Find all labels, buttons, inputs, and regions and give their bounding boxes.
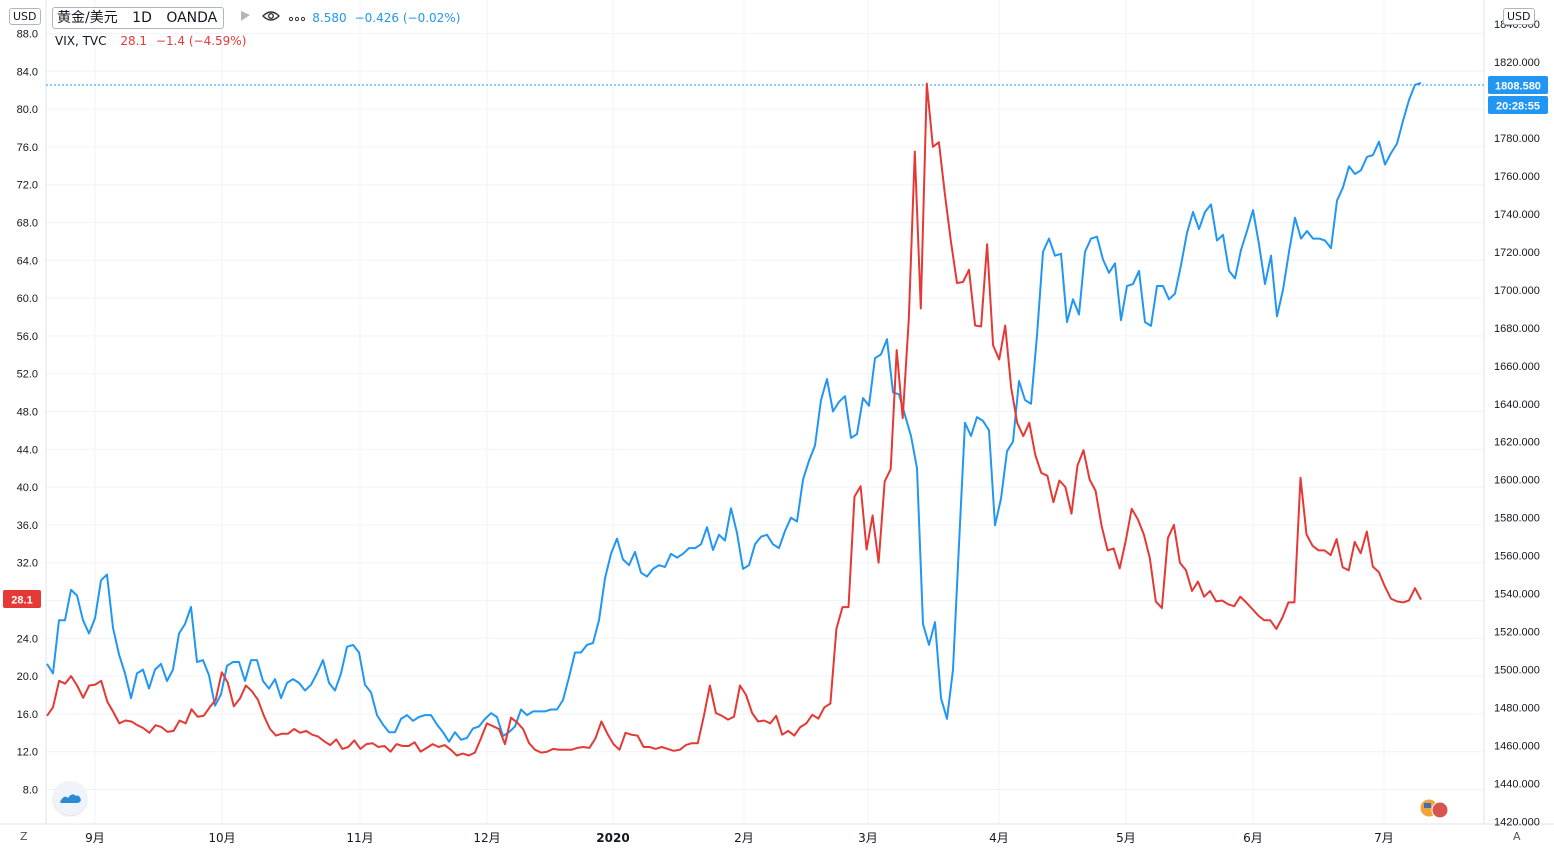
- right-time-tag-text: 20:28:55: [1496, 101, 1540, 113]
- main-change: −0.426 (−0.02%): [354, 11, 461, 25]
- left-axis-tick-label: 84.0: [17, 66, 38, 78]
- left-currency-label[interactable]: USD: [9, 8, 41, 25]
- left-axis-tick-label: 60.0: [17, 293, 38, 305]
- time-axis-tick-label: 10月: [208, 831, 235, 845]
- right-price-tag: 1808.580 20:28:55: [1488, 76, 1548, 114]
- right-axis-tick-label: 1700.000: [1494, 285, 1540, 297]
- left-price-axis[interactable]: 8.012.016.020.024.028.032.036.040.044.04…: [17, 29, 38, 797]
- auto-scale-toggle[interactable]: A: [1513, 830, 1521, 843]
- interval-label: 1D: [132, 10, 152, 26]
- left-axis-tick-label: 80.0: [17, 104, 38, 116]
- left-axis-tick-label: 44.0: [17, 444, 38, 456]
- compare-legend: VIX, TVC 28.1 −1.4 (−4.59%): [55, 34, 246, 48]
- right-axis-tick-label: 1520.000: [1494, 627, 1540, 639]
- right-axis-tick-label: 1440.000: [1494, 779, 1540, 791]
- right-axis-tick-label: 1420.000: [1494, 816, 1540, 828]
- time-axis-tick-label: 2020: [596, 831, 629, 845]
- time-axis-tick-label: 4月: [989, 831, 1009, 845]
- eye-icon[interactable]: [258, 10, 284, 26]
- right-axis-tick-label: 1580.000: [1494, 513, 1540, 525]
- right-price-axis[interactable]: 1420.000 1440.000 1460.000 1480.000 1500.000…: [1494, 19, 1540, 828]
- main-value: 8.580: [312, 11, 347, 25]
- right-axis-tick-label: 1680.000: [1494, 323, 1540, 335]
- right-axis-tick-label: 1820.000: [1494, 57, 1540, 69]
- right-axis-tick-label: 1560.000: [1494, 551, 1540, 563]
- left-axis-tick-label: 16.0: [17, 709, 38, 721]
- exchange-label: OANDA: [166, 10, 218, 26]
- time-axis-tick-label: 6月: [1243, 831, 1263, 845]
- us-flag-icon[interactable]: [1419, 798, 1449, 819]
- left-axis-tick-label: 20.0: [17, 671, 38, 683]
- timezone-toggle[interactable]: Z: [20, 830, 28, 843]
- right-axis-tick-label: 1480.000: [1494, 703, 1540, 715]
- flag-icon[interactable]: [232, 10, 258, 26]
- right-axis-tick-label: 1460.000: [1494, 741, 1540, 753]
- right-price-tag-bg: [1488, 76, 1548, 94]
- left-axis-tick-label: 52.0: [17, 369, 38, 381]
- right-axis-tick-label: 1760.000: [1494, 171, 1540, 183]
- right-time-tag-bg: [1488, 96, 1548, 114]
- symbol-name: 黄金/美元: [57, 10, 118, 26]
- compare-symbol[interactable]: VIX, TVC: [55, 34, 107, 48]
- time-axis-tick-label: 7月: [1374, 831, 1394, 845]
- left-axis-tick-label: 40.0: [17, 482, 38, 494]
- vix-line[interactable]: [46, 82, 1422, 757]
- right-axis-tick-label: 1620.000: [1494, 437, 1540, 449]
- time-axis-tick-label: 11月: [346, 831, 373, 845]
- right-axis-tick-label: 1600.000: [1494, 475, 1540, 487]
- time-axis-tick-label: 3月: [858, 831, 878, 845]
- right-axis-tick-label: 1660.000: [1494, 361, 1540, 373]
- compare-change: −1.4 (−4.59%): [155, 34, 247, 48]
- time-axis[interactable]: 9月 10月 11月 12月 2020 2月 3月 4月 5月 6月 7月: [85, 831, 1394, 845]
- left-axis-tick-label: 48.0: [17, 407, 38, 419]
- time-axis-tick-label: 12月: [473, 831, 500, 845]
- right-axis-tick-label: 1740.000: [1494, 209, 1540, 221]
- left-axis-tick-label: 68.0: [17, 218, 38, 230]
- main-legend: 黄金/美元 1D OANDA 8.580 −0.426 (−0.02%): [52, 7, 460, 29]
- right-axis-tick-label: 1720.000: [1494, 247, 1540, 259]
- left-price-tag: 28.1: [3, 590, 41, 608]
- left-axis-tick-label: 88.0: [17, 29, 38, 41]
- right-currency-label[interactable]: USD: [1503, 8, 1535, 25]
- right-axis-tick-label: 1640.000: [1494, 399, 1540, 411]
- symbol-box[interactable]: 黄金/美元 1D OANDA: [52, 7, 225, 29]
- right-axis-tick-label: 1780.000: [1494, 133, 1540, 145]
- more-icon[interactable]: [284, 11, 310, 26]
- tradingview-logo-icon[interactable]: [53, 781, 87, 815]
- series-layer[interactable]: [46, 81, 1422, 757]
- left-axis-tick-label: 72.0: [17, 180, 38, 192]
- compare-value: 28.1: [120, 34, 148, 48]
- right-axis-tick-label: 1540.000: [1494, 589, 1540, 601]
- left-axis-tick-label: 8.0: [23, 785, 38, 797]
- left-price-tag-text: 28.1: [11, 595, 32, 607]
- gold-usd-line[interactable]: [46, 81, 1422, 743]
- left-axis-tick-label: 64.0: [17, 255, 38, 267]
- right-axis-tick-label: 1500.000: [1494, 665, 1540, 677]
- time-axis-tick-label: 2月: [734, 831, 754, 845]
- left-axis-tick-label: 32.0: [17, 558, 38, 570]
- left-axis-tick-label: 24.0: [17, 633, 38, 645]
- left-price-tag-bg: [3, 590, 41, 608]
- left-axis-tick-label: 36.0: [17, 520, 38, 532]
- left-axis-tick-label: 76.0: [17, 142, 38, 154]
- left-axis-tick-label: 12.0: [17, 747, 38, 759]
- right-price-tag-text: 1808.580: [1495, 81, 1541, 93]
- time-axis-tick-label: 9月: [85, 831, 105, 845]
- left-axis-tick-label: 56.0: [17, 331, 38, 343]
- time-axis-tick-label: 5月: [1116, 831, 1136, 845]
